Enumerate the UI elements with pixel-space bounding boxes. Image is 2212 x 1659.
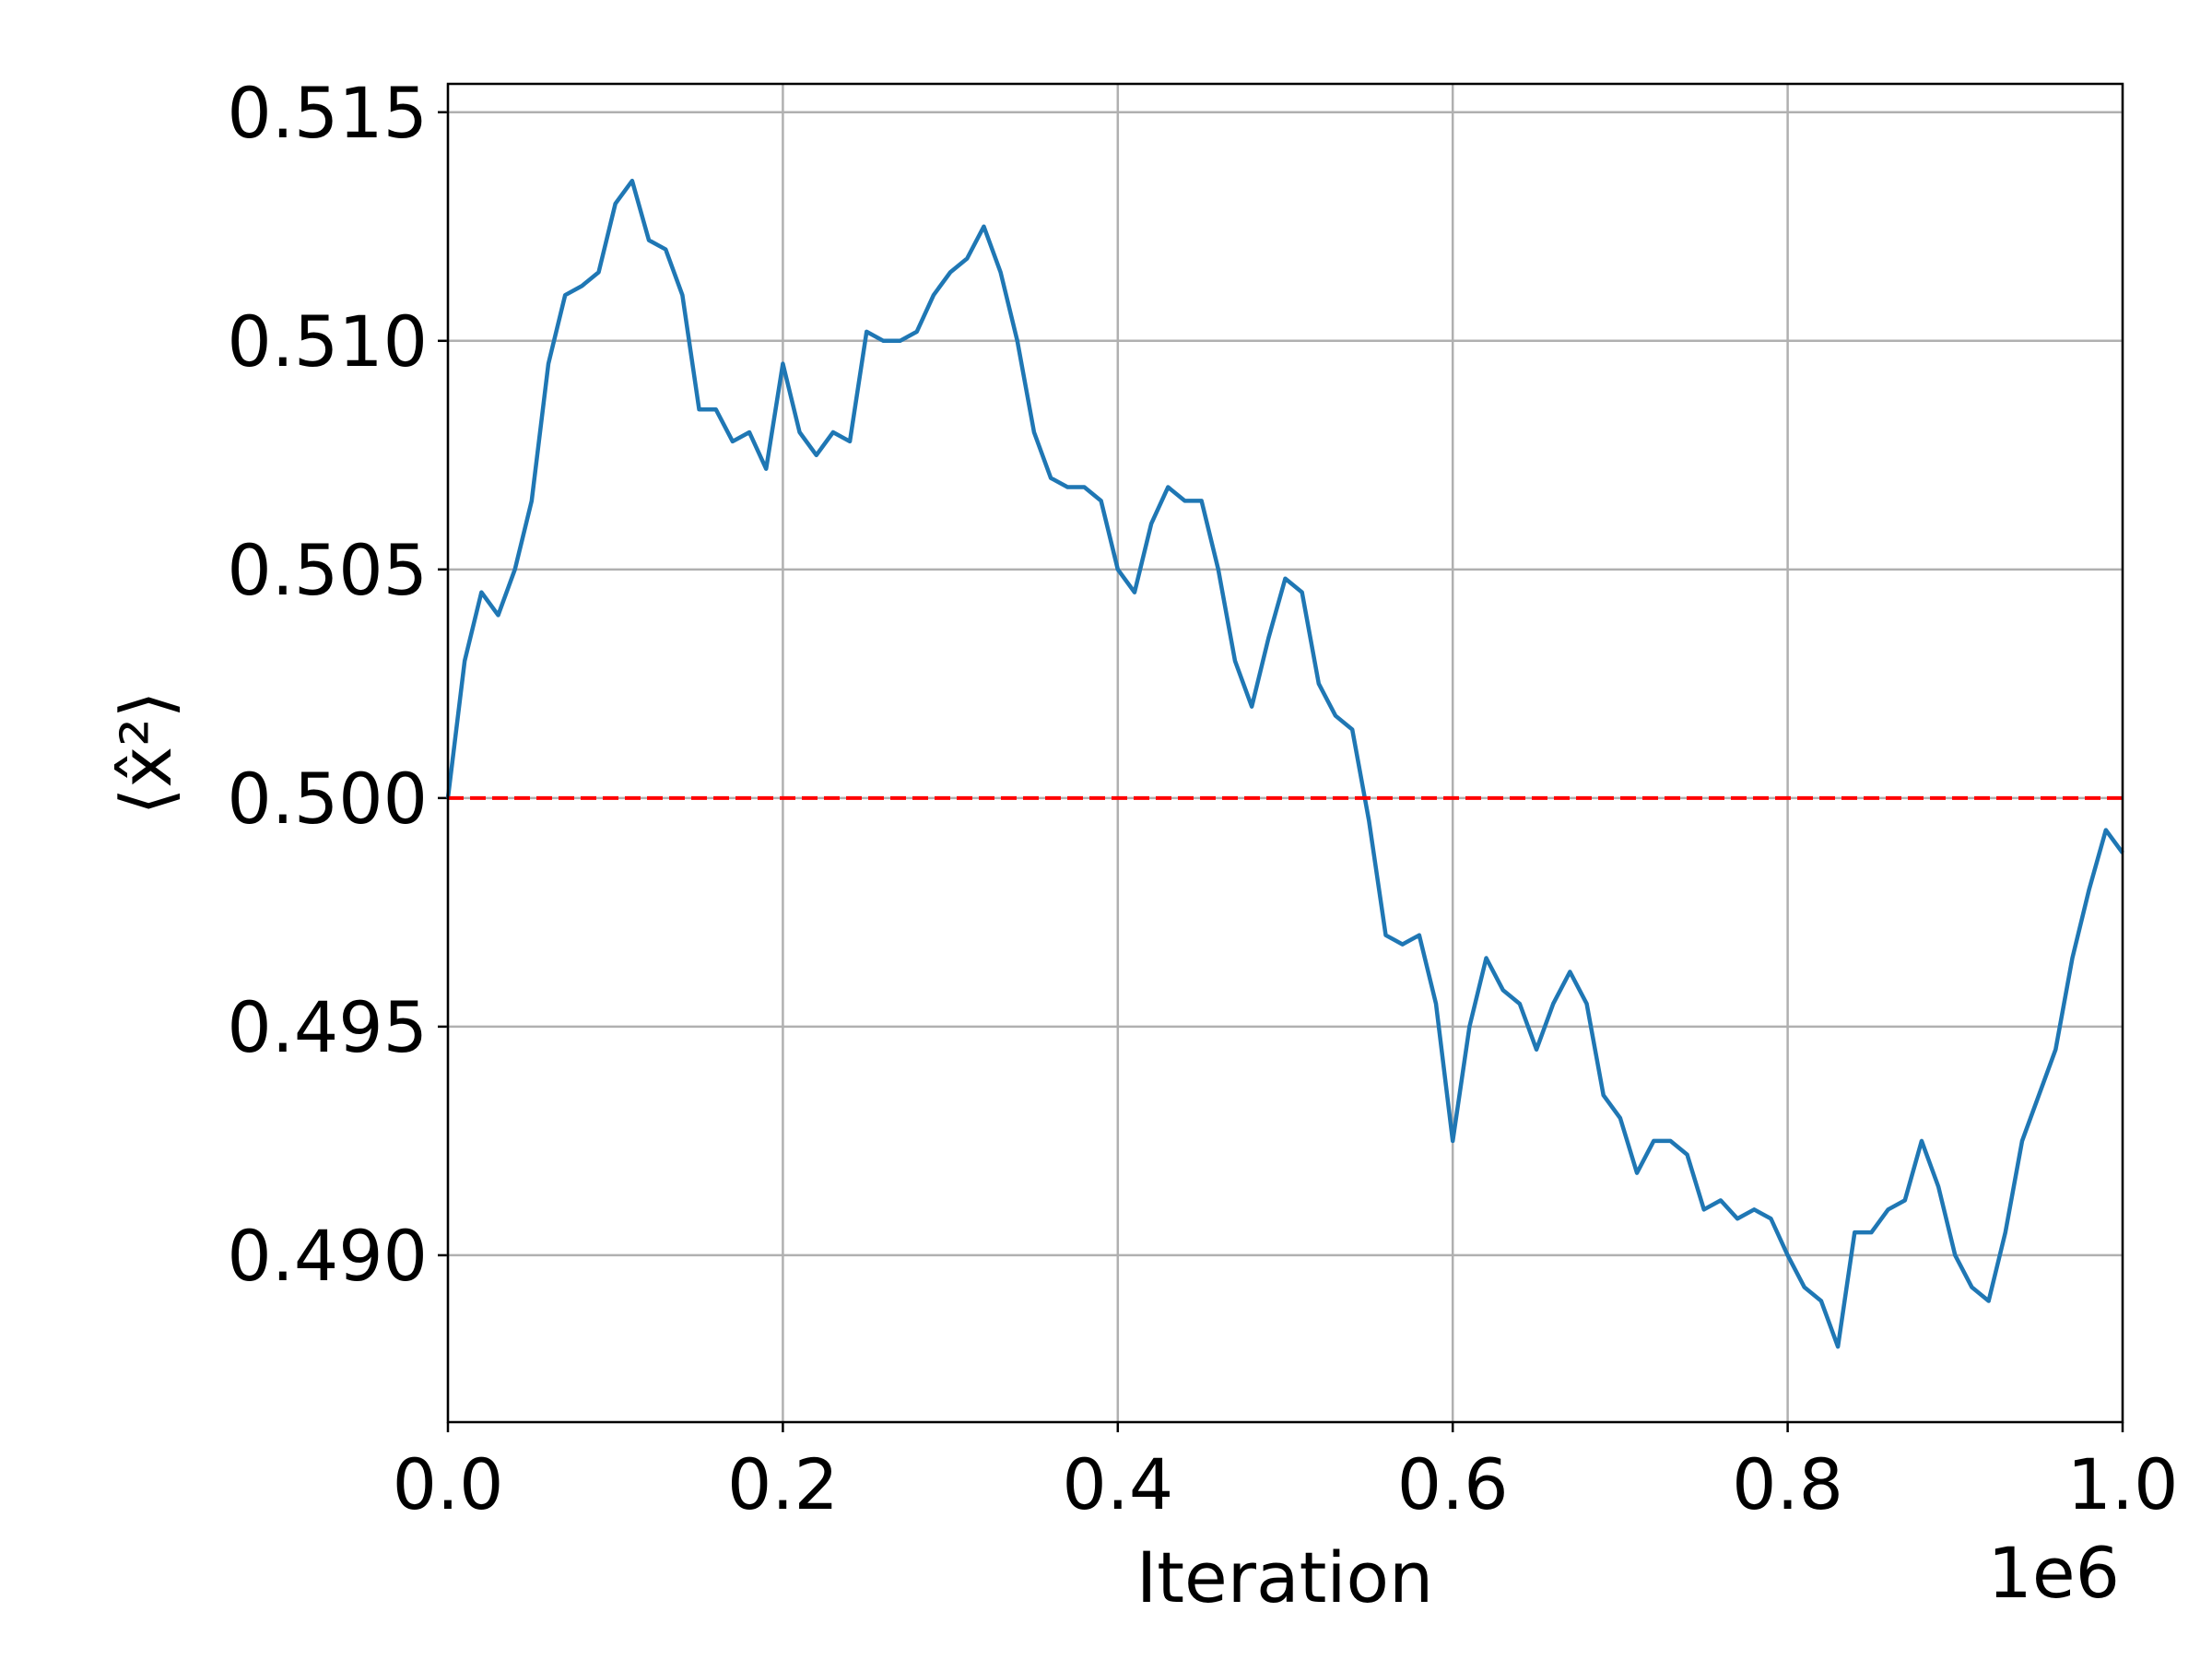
x-tick-label: 0.4: [1062, 1443, 1173, 1525]
y-tick-label: 0.490: [227, 1215, 428, 1297]
x-tick-label: 0.2: [727, 1443, 839, 1525]
y-tick-label: 0.515: [227, 72, 428, 154]
x-axis-label: Iteration: [1136, 1536, 1433, 1618]
plot-frame: [446, 82, 2124, 1424]
y-tick-label: 0.510: [227, 300, 428, 382]
y-tick-label: 0.505: [227, 529, 428, 611]
x-tick-label: 0.0: [393, 1443, 504, 1525]
x-tick-label: 1.0: [2067, 1443, 2179, 1525]
y-tick-label: 0.495: [227, 986, 428, 1068]
x-tick-label: 0.6: [1397, 1443, 1509, 1525]
x-offset-label: 1e6: [1988, 1532, 2120, 1614]
y-axis-label: ⟨x̂²⟩: [105, 691, 187, 816]
x-tick-label: 0.8: [1732, 1443, 1843, 1525]
y-tick-label: 0.500: [227, 758, 428, 840]
data-line: [445, 178, 2124, 1349]
